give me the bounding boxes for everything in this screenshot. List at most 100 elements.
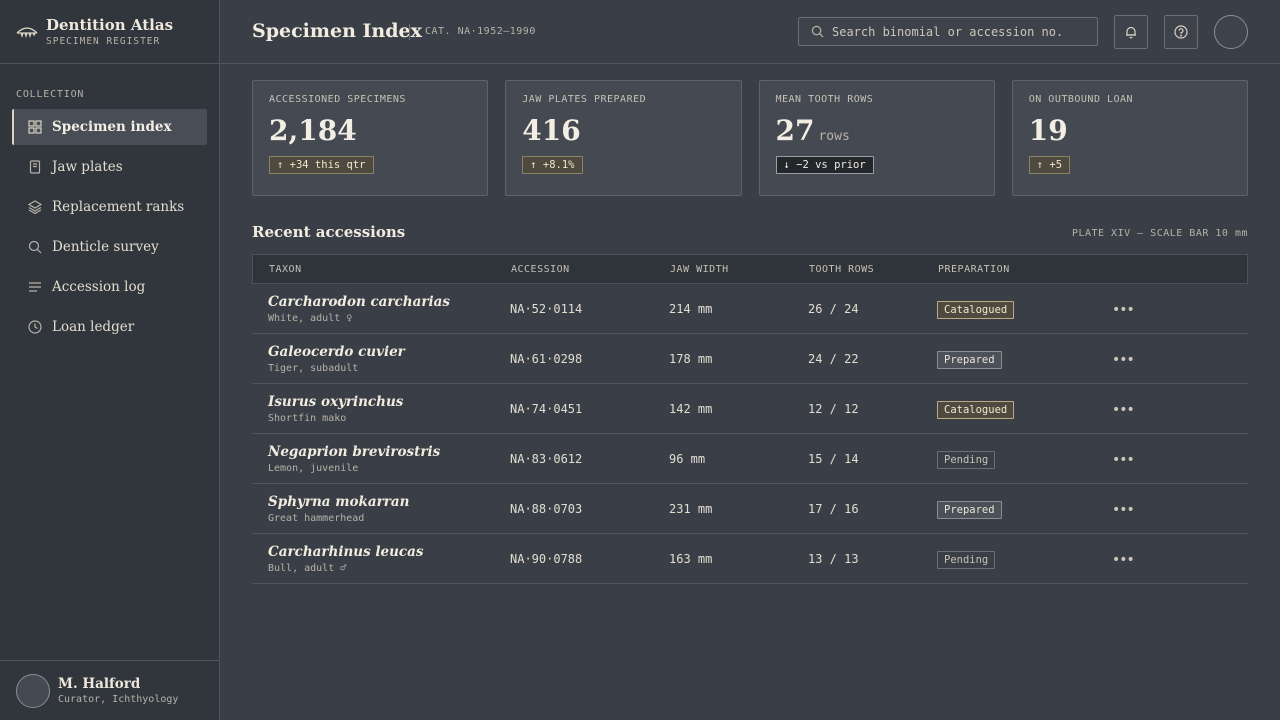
search-icon [28,240,42,254]
search-icon [811,25,824,38]
sidebar-item-label: Specimen index [52,119,172,135]
column-header-taxon[interactable]: TAXON [269,263,302,275]
row-actions: ••• [1112,449,1142,468]
table-row[interactable]: Carcharodon carcharias White, adult ♀ NA·5… [252,284,1248,334]
stat-unit: rows [818,129,850,144]
sidebar-item-label: Jaw plates [52,159,123,175]
nav-section-label: COLLECTION [16,89,85,100]
more-icon[interactable]: ••• [1112,502,1135,518]
stat-delta: ↓ −2 vs prior [775,156,874,174]
stat-label: MEAN TOOTH ROWS [775,94,874,105]
table-row[interactable]: Galeocerdo cuvier Tiger, subadult NA·61·02… [252,334,1248,384]
accession-cell: NA·88·0703 [510,501,583,516]
jaw-width-cell: 96 mm [669,451,706,466]
column-header-jaw-width[interactable]: JAW WIDTH [670,263,729,275]
stat-value: 27 rows [775,114,850,147]
header-avatar[interactable] [1214,15,1248,49]
stat-cards: ACCESSIONED SPECIMENS 2,184 ↑ +34 this q… [252,80,1248,196]
sidebar-item-jaw-plates[interactable]: Jaw plates [12,149,207,185]
tooth-rows-cell: 13 / 13 [808,551,859,566]
accession-cell: NA·90·0788 [510,551,583,566]
sidebar-item-specimen-index[interactable]: Specimen index [12,109,207,145]
taxon-cell: Carcharhinus leucas Bull, adult ♂ [252,544,510,574]
jaw-width-cell: 178 mm [669,351,713,366]
row-actions: ••• [1112,549,1142,568]
sidebar-item-denticle-survey[interactable]: Denticle survey [12,229,207,265]
stat-delta: ↑ +8.1% [522,156,583,174]
page-title: Specimen Index [252,20,422,42]
table-row[interactable]: Negaprion brevirostris Lemon, juvenile NA·… [252,434,1248,484]
preparation-cell: Prepared [937,348,1112,369]
help-button[interactable] [1164,15,1198,49]
preparation-cell: Pending [937,448,1112,469]
stat-card-jaw-plates: JAW PLATES PREPARED 416 ↑ +8.1% [505,80,742,196]
more-icon[interactable]: ••• [1112,302,1135,318]
list-icon [29,282,41,292]
more-icon[interactable]: ••• [1112,552,1135,568]
stat-card-accessioned: ACCESSIONED SPECIMENS 2,184 ↑ +34 this q… [252,80,489,196]
column-header-tooth-rows[interactable]: TOOTH ROWS [809,263,875,275]
bell-icon [1126,26,1136,39]
taxon-binomial[interactable]: Negaprion brevirostris [268,443,441,460]
plate-note: PLATE XIV — SCALE BAR 10 mm [1071,228,1248,239]
help-icon [1174,25,1188,39]
taxon-cell: Carcharodon carcharias White, adult ♀ [252,294,510,324]
stat-value: 2,184 [269,114,357,147]
table-row[interactable]: Isurus oxyrinchus Shortfin mako NA·74·0451… [252,384,1248,434]
brand-title: Dentition Atlas [46,15,174,34]
stat-delta: ↑ +5 [1028,156,1071,174]
user-profile[interactable]: M. Halford Curator, Ichthyology [0,660,219,720]
sidebar-item-label: Accession log [52,279,146,295]
stat-label: ON OUTBOUND LOAN [1028,94,1134,105]
accession-cell: NA·83·0612 [510,451,583,466]
clock-icon [28,320,42,334]
brand[interactable]: Dentition Atlas SPECIMEN REGISTER [0,0,219,64]
taxon-binomial[interactable]: Carcharodon carcharias [268,293,450,310]
taxon-binomial[interactable]: Carcharhinus leucas [268,543,424,560]
row-actions: ••• [1112,349,1142,368]
taxon-cell: Sphyrna mokarran Great hammerhead [252,494,510,524]
sidebar: Dentition Atlas SPECIMEN REGISTER COLLEC… [0,0,220,720]
user-name: M. Halford [58,676,141,692]
taxon-binomial[interactable]: Sphyrna mokarran [268,493,410,510]
row-actions: ••• [1112,399,1142,418]
notifications-button[interactable] [1114,15,1148,49]
column-header-preparation[interactable]: PREPARATION [938,263,1010,275]
taxon-binomial[interactable]: Galeocerdo cuvier [268,343,405,360]
sidebar-nav: Specimen index Jaw plates Replacement ra… [12,109,207,349]
taxon-binomial[interactable]: Isurus oxyrinchus [268,393,404,410]
more-icon[interactable]: ••• [1112,402,1135,418]
book-icon [29,160,41,174]
status-badge: Catalogued [937,301,1015,319]
table-body: Carcharodon carcharias White, adult ♀ NA·5… [252,284,1248,584]
tooth-rows-cell: 12 / 12 [808,401,859,416]
jaw-width-cell: 142 mm [669,401,713,416]
stat-value: 416 [522,114,581,147]
stat-card-outbound-loan: ON OUTBOUND LOAN 19 ↑ +5 [1011,80,1248,196]
column-header-accession[interactable]: ACCESSION [511,263,570,275]
section-title: Recent accessions [252,223,406,241]
grid-icon [28,120,42,134]
table-row[interactable]: Sphyrna mokarran Great hammerhead NA·88·07… [252,484,1248,534]
table-row[interactable]: Carcharhinus leucas Bull, adult ♂ NA·90·07… [252,534,1248,584]
row-actions: ••• [1112,499,1142,518]
preparation-cell: Prepared [937,498,1112,519]
avatar[interactable] [16,673,50,708]
sidebar-item-accession-log[interactable]: Accession log [12,269,207,305]
jaw-width-cell: 163 mm [669,551,713,566]
stat-delta: ↑ +34 this qtr [269,156,374,174]
taxon-cell: Negaprion brevirostris Lemon, juvenile [252,444,510,474]
more-icon[interactable]: ••• [1112,352,1135,368]
sidebar-item-loan-ledger[interactable]: Loan ledger [12,309,207,345]
accession-cell: NA·74·0451 [510,401,583,416]
tooth-rows-cell: 26 / 24 [808,301,859,316]
search-box[interactable] [798,17,1098,46]
search-input[interactable] [832,24,1082,39]
taxon-common-name: Lemon, juvenile [268,462,359,474]
tooth-rows-cell: 15 / 14 [808,451,859,466]
status-badge: Pending [937,451,996,469]
sidebar-item-replacement-ranks[interactable]: Replacement ranks [12,189,207,225]
more-icon[interactable]: ••• [1112,452,1135,468]
row-actions: ••• [1112,299,1142,318]
brand-subtitle: SPECIMEN REGISTER [46,35,161,47]
